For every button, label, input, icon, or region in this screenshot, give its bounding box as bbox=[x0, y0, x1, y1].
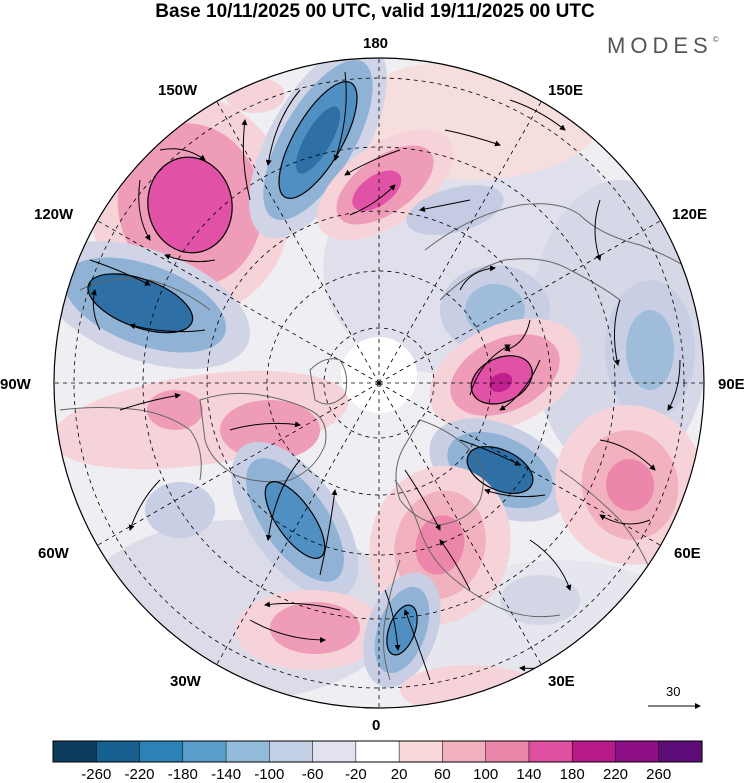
colorbar-tick-label: 100 bbox=[473, 766, 499, 783]
lon-label-180: 180 bbox=[363, 35, 389, 52]
colorbar-tick-label: 140 bbox=[516, 766, 542, 783]
lon-label-150e: 150E bbox=[548, 82, 584, 99]
colorbar-tick-label: -180 bbox=[167, 766, 198, 783]
colorbar bbox=[52, 740, 703, 763]
colorbar-swatch bbox=[182, 740, 227, 763]
colorbar-tick-label: 60 bbox=[434, 766, 451, 783]
colorbar-swatch bbox=[312, 740, 357, 763]
copyright-mark: © bbox=[712, 35, 719, 44]
map-title: Base 10/11/2025 00 UTC, valid 19/11/2025… bbox=[155, 1, 595, 22]
colorbar-tick-label: -260 bbox=[81, 766, 112, 783]
colorbar-swatch bbox=[658, 740, 703, 763]
colorbar-tick-label: -60 bbox=[301, 766, 324, 783]
lon-label-30w: 30W bbox=[170, 673, 201, 690]
lon-label-60w: 60W bbox=[38, 545, 69, 562]
colorbar-tick-label: -20 bbox=[345, 766, 367, 783]
coastlines bbox=[59, 203, 704, 681]
colorbar-tick-labels: -260 -220 -180 -140 -100 -60 -20 20 60 100 140 180 2… bbox=[0, 766, 750, 783]
lon-label-0: 0 bbox=[372, 717, 381, 734]
colorbar-swatch bbox=[485, 740, 530, 763]
colorbar-swatch bbox=[225, 740, 270, 763]
lon-label-120e: 120E bbox=[672, 206, 708, 223]
colorbar-swatch bbox=[96, 740, 141, 763]
colorbar-frame bbox=[52, 740, 703, 763]
map-boundary bbox=[53, 57, 705, 709]
brand-name: MODES bbox=[607, 33, 713, 58]
colorbar-tick-label: 20 bbox=[390, 766, 408, 783]
colorbar-swatch bbox=[269, 740, 314, 763]
colorbar-swatch bbox=[571, 740, 617, 763]
colorbar-tick-label: -140 bbox=[211, 766, 242, 783]
colorbar-swatch bbox=[528, 740, 573, 763]
reference-vector-label: 30 bbox=[666, 684, 681, 699]
colorbar-tick-label: -100 bbox=[254, 766, 285, 783]
colorbar-swatch bbox=[139, 740, 184, 763]
lon-label-90w: 90W bbox=[0, 376, 31, 393]
colorbar-swatch bbox=[442, 740, 487, 763]
lon-label-90e: 90E bbox=[718, 376, 745, 393]
lon-label-150w: 150W bbox=[158, 82, 198, 99]
colorbar-swatch bbox=[615, 740, 660, 763]
modes-logo: MODES© bbox=[607, 33, 719, 59]
colorbar-tick-label: 260 bbox=[646, 766, 672, 783]
colorbar-swatch bbox=[398, 740, 443, 763]
colorbar-swatch bbox=[52, 740, 97, 763]
lon-label-60e: 60E bbox=[674, 545, 701, 562]
colorbar-swatch bbox=[355, 740, 400, 763]
lon-label-30e: 30E bbox=[548, 673, 575, 690]
colorbar-tick-label: 220 bbox=[602, 766, 629, 783]
colorbar-tick-label: -220 bbox=[124, 766, 155, 783]
lon-label-120w: 120W bbox=[34, 206, 74, 223]
anomaly-field bbox=[54, 58, 704, 708]
colorbar-tick-label: 180 bbox=[559, 766, 585, 783]
